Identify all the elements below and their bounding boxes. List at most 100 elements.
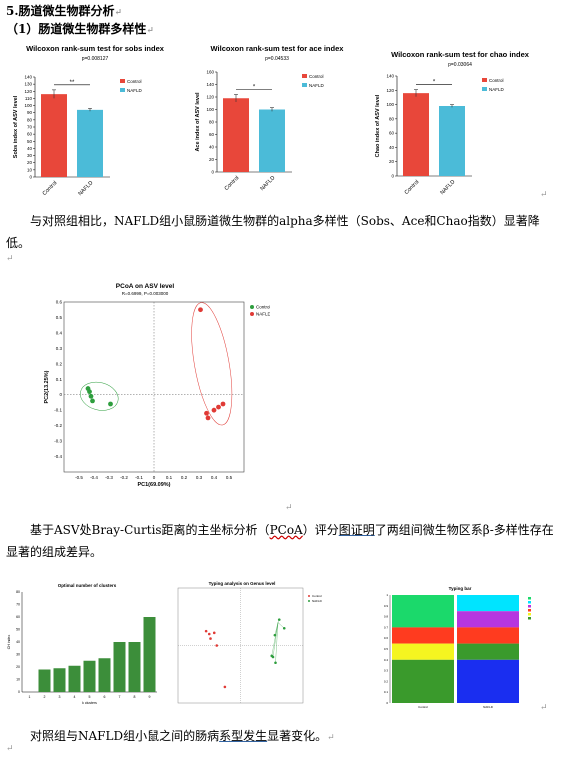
legend-swatch [302,74,307,78]
y-tick-label: 0.5 [56,315,63,320]
confidence-ellipse [80,381,119,411]
x-tick-label: NAFLD [77,180,94,197]
legend-swatch [528,597,531,600]
y-tick-label: 80 [389,116,395,121]
y-tick-label: 60 [389,131,395,136]
x-tick-label: 6 [104,695,106,699]
x-tick-label: 2 [44,695,46,699]
point-control [209,637,212,640]
y-tick-label: 0.6 [56,300,63,305]
y-tick-label: 50 [16,628,20,632]
stacked-segment [457,643,519,660]
stacked-segment [392,595,454,628]
legend-label: Control [256,305,270,310]
legend-swatch [120,79,125,83]
y-tick-label: 80 [16,590,20,594]
chart-subtitle: p=0.03064 [448,62,472,68]
y-tick-label: 0.4 [56,330,63,335]
y-tick-label: 160 [206,70,214,75]
x-tick-label: Control [418,705,428,709]
point-control [88,393,94,399]
y-tick-label: 30 [16,653,20,657]
bar [83,660,96,692]
point-control [90,398,95,404]
y-tick-label: 0.2 [56,361,63,366]
y-tick-label: 10 [27,167,33,172]
y-tick-label: 70 [27,125,33,130]
legend-swatch [120,88,125,92]
point-nafld [205,415,211,421]
y-axis-label: PC2(13.25%) [44,370,50,403]
y-axis-label: Chao index of ASV level [375,94,381,157]
x-tick-label: NAFLD [259,175,276,192]
legend-swatch [528,613,531,616]
bar-control [223,98,249,172]
y-tick-label: 20 [27,160,33,165]
legend-label: Control [489,78,504,83]
paragraph-mark: ↵ [285,503,293,513]
bar-nafld [77,109,103,177]
y-tick-label: 0.1 [56,377,63,382]
y-tick-label: 0 [18,690,20,694]
point-control [223,685,227,689]
legend-label: NAFLD [256,312,270,317]
x-tick-label: -0.2 [120,475,128,480]
y-tick-label: -0.4 [54,454,62,459]
paragraph-enterotype: 对照组与NAFLD组小鼠之间的肠病系型发生显著变化。↵ [30,729,335,743]
point-control [204,629,208,633]
subsection-heading: （1）肠道微生物群多样性↵ [6,22,154,36]
legend-label: NAFLD [309,83,325,88]
bar-control [41,94,67,177]
y-tick-label: 100 [24,103,32,108]
x-tick-label: 3 [59,695,61,699]
bar-nafld [259,109,285,172]
point-control [212,631,216,635]
y-tick-label: 0.8 [384,615,389,619]
stacked-segment [392,643,454,660]
stacked-segment [457,595,519,612]
y-tick-label: 20 [209,157,215,162]
link-line [277,619,280,623]
y-tick-label: 70 [16,603,20,607]
y-tick-label: 80 [27,117,33,122]
legend-swatch [528,601,531,604]
x-tick-label: 0.2 [181,475,188,480]
x-tick-label: 0.1 [166,475,173,480]
y-axis-label: Sobs index of ASV level [13,95,19,158]
point-nafld [198,307,203,313]
chart-title: Wilcoxon rank-sum test for chao index [391,50,530,59]
paragraph-mark: ↵ [540,703,548,713]
paragraph-alpha: 与对照组相比，NAFLD组小鼠肠道微生物群的alpha多样性（Sobs、Ace和… [6,214,540,250]
point-control [87,389,92,395]
x-tick-label: NAFLD [483,705,494,709]
y-tick-label: 50 [27,139,33,144]
y-tick-label: 100 [386,102,394,107]
y-tick-label: 140 [24,75,32,80]
chart-title: PCoA on ASV level [116,283,175,290]
y-tick-label: 0 [391,174,394,179]
stacked-segment [392,627,454,644]
y-tick-label: 110 [25,96,33,101]
significance-label: * [433,80,436,86]
point-control [207,632,211,636]
x-tick-label: NAFLD [439,179,456,196]
y-tick-label: 0.6 [384,636,389,640]
legend-swatch [482,78,487,82]
stacked-segment [457,611,519,628]
chart-title: Wilcoxon rank-sum test for ace index [211,44,345,53]
y-tick-label: 10 [16,678,20,682]
significance-label: * [253,85,256,91]
y-tick-label: -0.1 [54,408,62,413]
chart-title: Typing analysis on Genus level [209,581,276,586]
x-tick-label: 0.3 [196,475,203,480]
y-tick-label: 140 [206,82,214,87]
bar-nafld [439,106,465,176]
y-tick-label: 0.2 [384,679,389,683]
y-axis-label: CH index [7,635,11,650]
legend-label: Control [309,74,324,79]
y-tick-label: 40 [16,640,20,644]
confidence-ellipse [191,302,233,426]
chart-title: Wilcoxon rank-sum test for sobs index [26,44,165,53]
bar [38,669,51,692]
y-tick-label: 0 [59,392,62,397]
